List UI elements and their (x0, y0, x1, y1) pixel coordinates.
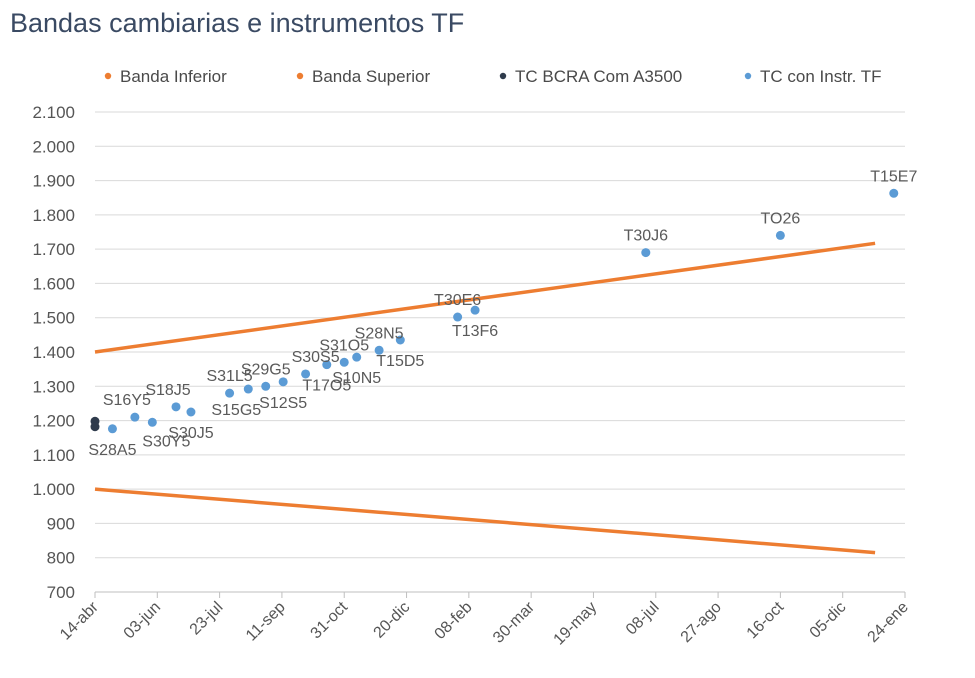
tf-instrument-point (225, 388, 235, 398)
x-tick-label: 08-feb (432, 599, 476, 643)
y-tick-label: 1.200 (32, 412, 75, 431)
point-label: S30S5 (292, 349, 340, 366)
point-label: S31O5 (319, 337, 369, 354)
y-tick-label: 800 (47, 549, 75, 568)
y-tick-label: 2.000 (32, 137, 75, 156)
y-tick-label: 1.100 (32, 446, 75, 465)
y-tick-label: 1.900 (32, 172, 75, 191)
tf-instrument-point (243, 384, 253, 394)
legend-marker (499, 72, 507, 80)
point-label: S30J5 (168, 425, 213, 442)
tf-instrument-point (395, 335, 405, 345)
tf-instrument-point (278, 377, 288, 387)
x-tick-label: 23-jul (187, 599, 227, 639)
point-label: S28A5 (88, 442, 136, 459)
point-label: TO26 (761, 210, 801, 227)
x-tick-label: 19-may (551, 599, 601, 649)
y-tick-label: 1.300 (32, 377, 75, 396)
x-tick-label: 08-jul (623, 599, 663, 639)
tf-instrument-point (130, 412, 140, 422)
y-tick-label: 1.700 (32, 240, 75, 259)
point-label: S28N5 (355, 325, 404, 342)
band-lines (94, 241, 876, 555)
tf-instrument-point (352, 352, 362, 362)
tf-instrument-point (889, 188, 899, 198)
axes: 700 800 900 1.000 1.100 1.200 1.300 1.400 1.500 1… (32, 103, 911, 649)
x-tick-label: 27-ago (678, 599, 725, 646)
point-label: S31L5 (206, 368, 252, 385)
tf-instrument-point (641, 248, 651, 258)
legend-label: Banda Superior (312, 67, 430, 86)
point-label: S15G5 (211, 402, 261, 419)
y-tick-label: 1.600 (32, 274, 75, 293)
x-tick-label: 16-oct (744, 598, 788, 642)
tf-instrument-point (453, 312, 463, 322)
point-label: S30Y5 (142, 433, 190, 450)
point-label: S16Y5 (103, 392, 151, 409)
gridlines (95, 111, 905, 559)
tf-instrument-point (107, 424, 117, 434)
point-label: T17O5 (302, 378, 351, 395)
data-points (90, 188, 899, 434)
legend-marker (296, 72, 304, 80)
legend-marker (744, 72, 752, 80)
y-tick-label: 2.100 (32, 103, 75, 122)
point-label: T30J6 (624, 228, 669, 245)
legend-label: Banda Inferior (120, 67, 227, 86)
point-label: S10N5 (332, 370, 381, 387)
y-tick-label: 1.500 (32, 309, 75, 328)
y-tick-label: 1.800 (32, 206, 75, 225)
tf-instrument-point (374, 345, 384, 355)
x-tick-label: 11-sep (243, 599, 289, 645)
x-tick-label: 20-dic (371, 599, 414, 642)
point-label: S29G5 (241, 361, 291, 378)
point-label: T30E6 (434, 292, 481, 309)
tf-instrument-point (339, 357, 349, 367)
point-label: S12S5 (259, 395, 307, 412)
x-tick-label: 14-abr (57, 598, 102, 643)
x-tick-label: 24-ene (865, 599, 912, 646)
x-tick-label: 05-dic (807, 599, 850, 642)
tf-instrument-point (470, 305, 480, 315)
point-label: S18J5 (145, 382, 190, 399)
legend-marker (104, 72, 112, 80)
y-tick-label: 1.000 (32, 480, 75, 499)
tf-instrument-point (261, 381, 271, 391)
y-tick-label: 900 (47, 514, 75, 533)
x-tick-label: 31-oct (308, 598, 352, 642)
tf-instrument-point (775, 230, 785, 240)
x-tick-label: 03-jun (121, 599, 164, 642)
tf-instrument-point (186, 407, 196, 417)
bcra-point (90, 422, 100, 432)
tf-instrument-point (301, 369, 311, 379)
x-tick-label: 30-mar (490, 598, 538, 646)
point-label: T15E7 (870, 168, 917, 185)
legend-label: TC BCRA Com A3500 (515, 67, 682, 86)
point-label: T13F6 (452, 323, 498, 340)
legend-label: TC con Instr. TF (760, 67, 882, 86)
chart-title: Bandas cambiarias e instrumentos TF (10, 8, 465, 38)
y-tick-label: 1.400 (32, 343, 75, 362)
tf-instrument-point (171, 402, 181, 412)
tf-instrument-point (322, 360, 332, 370)
legend: Banda Inferior Banda Superior TC BCRA Com … (104, 67, 882, 86)
point-labels: S28A5 S30Y5 S16Y5 S30J5 S18J5 S31L5 S15G5 S29G5… (88, 168, 917, 459)
y-tick-label: 700 (47, 583, 75, 602)
lower-band-line (94, 487, 876, 555)
point-label: T15D5 (376, 353, 424, 370)
upper-band-line (94, 241, 876, 354)
tf-instrument-point (147, 417, 157, 427)
